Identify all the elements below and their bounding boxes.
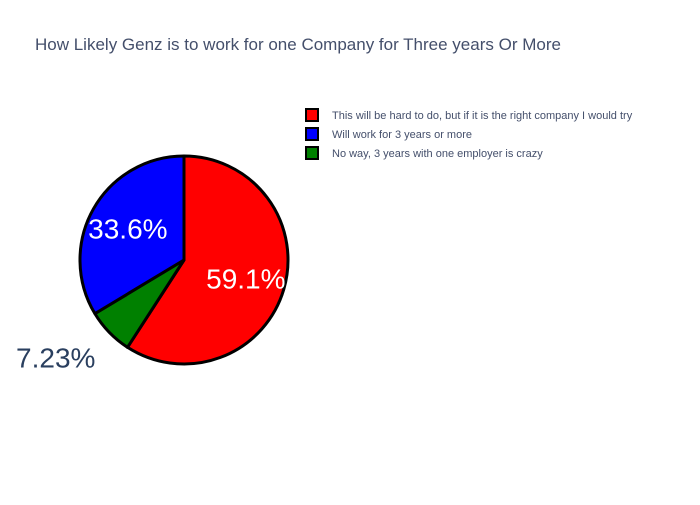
pie-slices bbox=[78, 154, 290, 366]
pie-slice-label-1: 7.23% bbox=[16, 343, 95, 374]
chart-title: How Likely Genz is to work for one Compa… bbox=[35, 35, 561, 54]
pie-slice-2[interactable] bbox=[78, 154, 186, 316]
pie-slice-label-0: 59.1% bbox=[206, 263, 285, 294]
legend-swatch-2[interactable] bbox=[305, 146, 319, 160]
legend-label-1[interactable]: Will work for 3 years or more bbox=[332, 129, 472, 141]
pie-slice-0[interactable] bbox=[125, 154, 290, 366]
legend-label-0[interactable]: This will be hard to do, but if it is th… bbox=[332, 110, 633, 122]
pie-labels: 59.1% 7.23% 33.6% bbox=[16, 213, 285, 373]
legend-label-2[interactable]: No way, 3 years with one employer is cra… bbox=[332, 148, 543, 160]
legend-swatch-0[interactable] bbox=[305, 108, 319, 122]
legend[interactable]: This will be hard to do, but if it is th… bbox=[305, 108, 633, 160]
pie-slice-label-2: 33.6% bbox=[88, 213, 167, 244]
legend-swatch-1[interactable] bbox=[305, 127, 319, 141]
